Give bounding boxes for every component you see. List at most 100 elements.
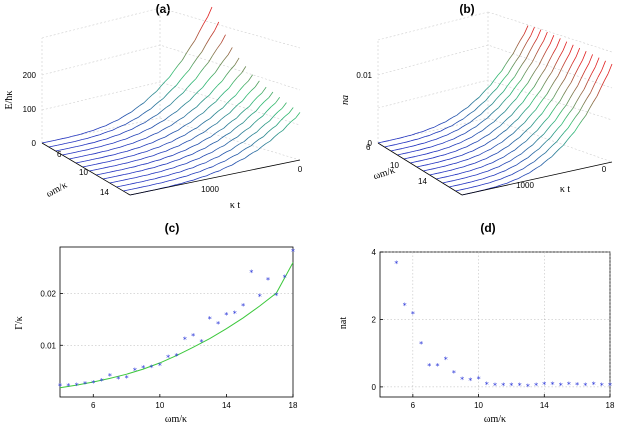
data-point: *: [608, 381, 612, 390]
surface-slice-segment: [517, 153, 522, 157]
surface-slice-segment: [604, 73, 609, 81]
surface-slice-segment: [197, 123, 202, 128]
a-ztick-0: 0: [32, 139, 37, 148]
data-point: *: [534, 382, 538, 391]
surface-slice-segment: [448, 185, 453, 188]
data-point: *: [133, 367, 137, 376]
surface-slice-segment: [520, 159, 525, 163]
surface-slice-segment: [520, 33, 525, 41]
surface-slice-segment: [137, 113, 143, 118]
surface-slice-segment: [95, 134, 100, 137]
surface-slice-segment: [220, 145, 225, 148]
surface-slice-segment: [258, 115, 263, 120]
surface-slice-segment: [189, 145, 195, 149]
data-point: *: [125, 374, 129, 383]
panel-a-box: [41, 7, 301, 161]
surface-slice-segment: [281, 102, 287, 109]
data-point: *: [100, 377, 104, 386]
surface-slice-segment: [515, 105, 520, 111]
surface-slice-segment: [526, 126, 532, 131]
surface-slice-segment: [451, 174, 455, 176]
surface-slice-segment: [428, 157, 433, 160]
surface-slice-segment: [201, 120, 207, 125]
surface-slice-segment: [181, 149, 186, 152]
surface-slice-segment: [223, 166, 228, 169]
surface-slice-segment: [472, 174, 477, 177]
surface-slice-segment: [228, 139, 234, 143]
surface-slice-segment: [454, 173, 459, 176]
surface-slice-segment: [559, 94, 565, 102]
surface-slice-segment: [160, 169, 166, 172]
surface-slice-segment: [552, 47, 557, 55]
surface-slice-segment: [426, 168, 431, 171]
surface-slice-segment: [210, 171, 216, 175]
surface-slice-segment: [525, 136, 531, 142]
surface-slice-segment: [203, 108, 208, 114]
surface-slice-segment: [413, 144, 418, 147]
surface-slice-segment: [511, 110, 516, 116]
surface-slice-segment: [518, 176, 523, 179]
surface-slice-segment: [469, 169, 474, 172]
surface-slice-segment: [480, 144, 485, 148]
surface-slice-segment: [133, 117, 139, 120]
surface-slice-segment: [503, 182, 508, 185]
surface-slice-segment: [501, 138, 506, 143]
b-ytick-1: 10: [390, 161, 399, 170]
surface-slice-segment: [201, 44, 207, 53]
surface-slice-segment: [486, 175, 491, 178]
surface-slice-segment: [488, 103, 493, 108]
surface-slice-segment: [54, 139, 60, 141]
surface-slice-segment: [404, 135, 409, 138]
surface-slice-segment: [214, 110, 219, 115]
panel-c-plot-area: [59, 246, 294, 398]
x-tick-label: 14: [222, 401, 231, 410]
surface-slice-segment: [91, 164, 96, 166]
surface-slice-segment: [510, 121, 515, 126]
surface-slice-segment: [452, 143, 457, 147]
surface-slice-segment: [446, 158, 451, 161]
surface-slice-segment: [161, 107, 167, 112]
surface-slice-segment: [192, 106, 197, 111]
surface-slice-segment: [67, 136, 72, 138]
surface-slice-segment: [547, 124, 552, 130]
surface-slice-segment: [139, 102, 145, 106]
surface-slice-segment: [516, 39, 521, 47]
surface-slice-segment: [607, 63, 613, 74]
surface-slice-segment: [578, 60, 583, 68]
data-point: *: [241, 302, 245, 311]
surface-slice-segment: [270, 102, 276, 107]
surface-slice-segment: [75, 134, 81, 136]
surface-slice-segment: [210, 72, 216, 78]
data-point: *: [224, 311, 228, 320]
surface-slice-segment: [164, 168, 170, 171]
surface-slice-segment: [551, 120, 556, 126]
surface-slice-segment: [461, 177, 466, 180]
panel-b-surface: [377, 25, 613, 196]
surface-slice-segment: [494, 143, 499, 147]
surface-slice-segment: [206, 173, 211, 177]
surface-slice-segment: [211, 101, 217, 106]
surface-slice-segment: [269, 115, 275, 122]
surface-slice-segment: [508, 102, 513, 108]
surface-slice-segment: [505, 58, 510, 65]
surface-slice-segment: [200, 98, 206, 103]
surface-slice-segment: [422, 153, 427, 156]
surface-slice-segment: [169, 179, 175, 181]
surface-slice-segment: [93, 140, 99, 143]
a-ylabel: ωm/κ: [44, 180, 69, 200]
surface-slice-segment: [205, 118, 211, 122]
surface-slice-segment: [476, 173, 481, 176]
data-point: *: [216, 320, 220, 329]
surface-slice-segment: [560, 78, 566, 85]
surface-slice-segment: [174, 177, 179, 181]
surface-slice-segment: [193, 143, 199, 147]
panel-b: 0 0.01 na 6 10 14 ωm/κ 1000 0 κ t: [340, 11, 613, 196]
surface-slice-segment: [85, 143, 90, 145]
surface-slice-segment: [554, 114, 560, 122]
surface-slice-segment: [202, 138, 207, 142]
surface-slice-segment: [169, 146, 175, 150]
surface-slice-segment: [437, 149, 442, 152]
panel-c-grid: [60, 293, 293, 346]
surface-slice-segment: [169, 167, 174, 170]
surface-slice-segment: [478, 130, 483, 133]
